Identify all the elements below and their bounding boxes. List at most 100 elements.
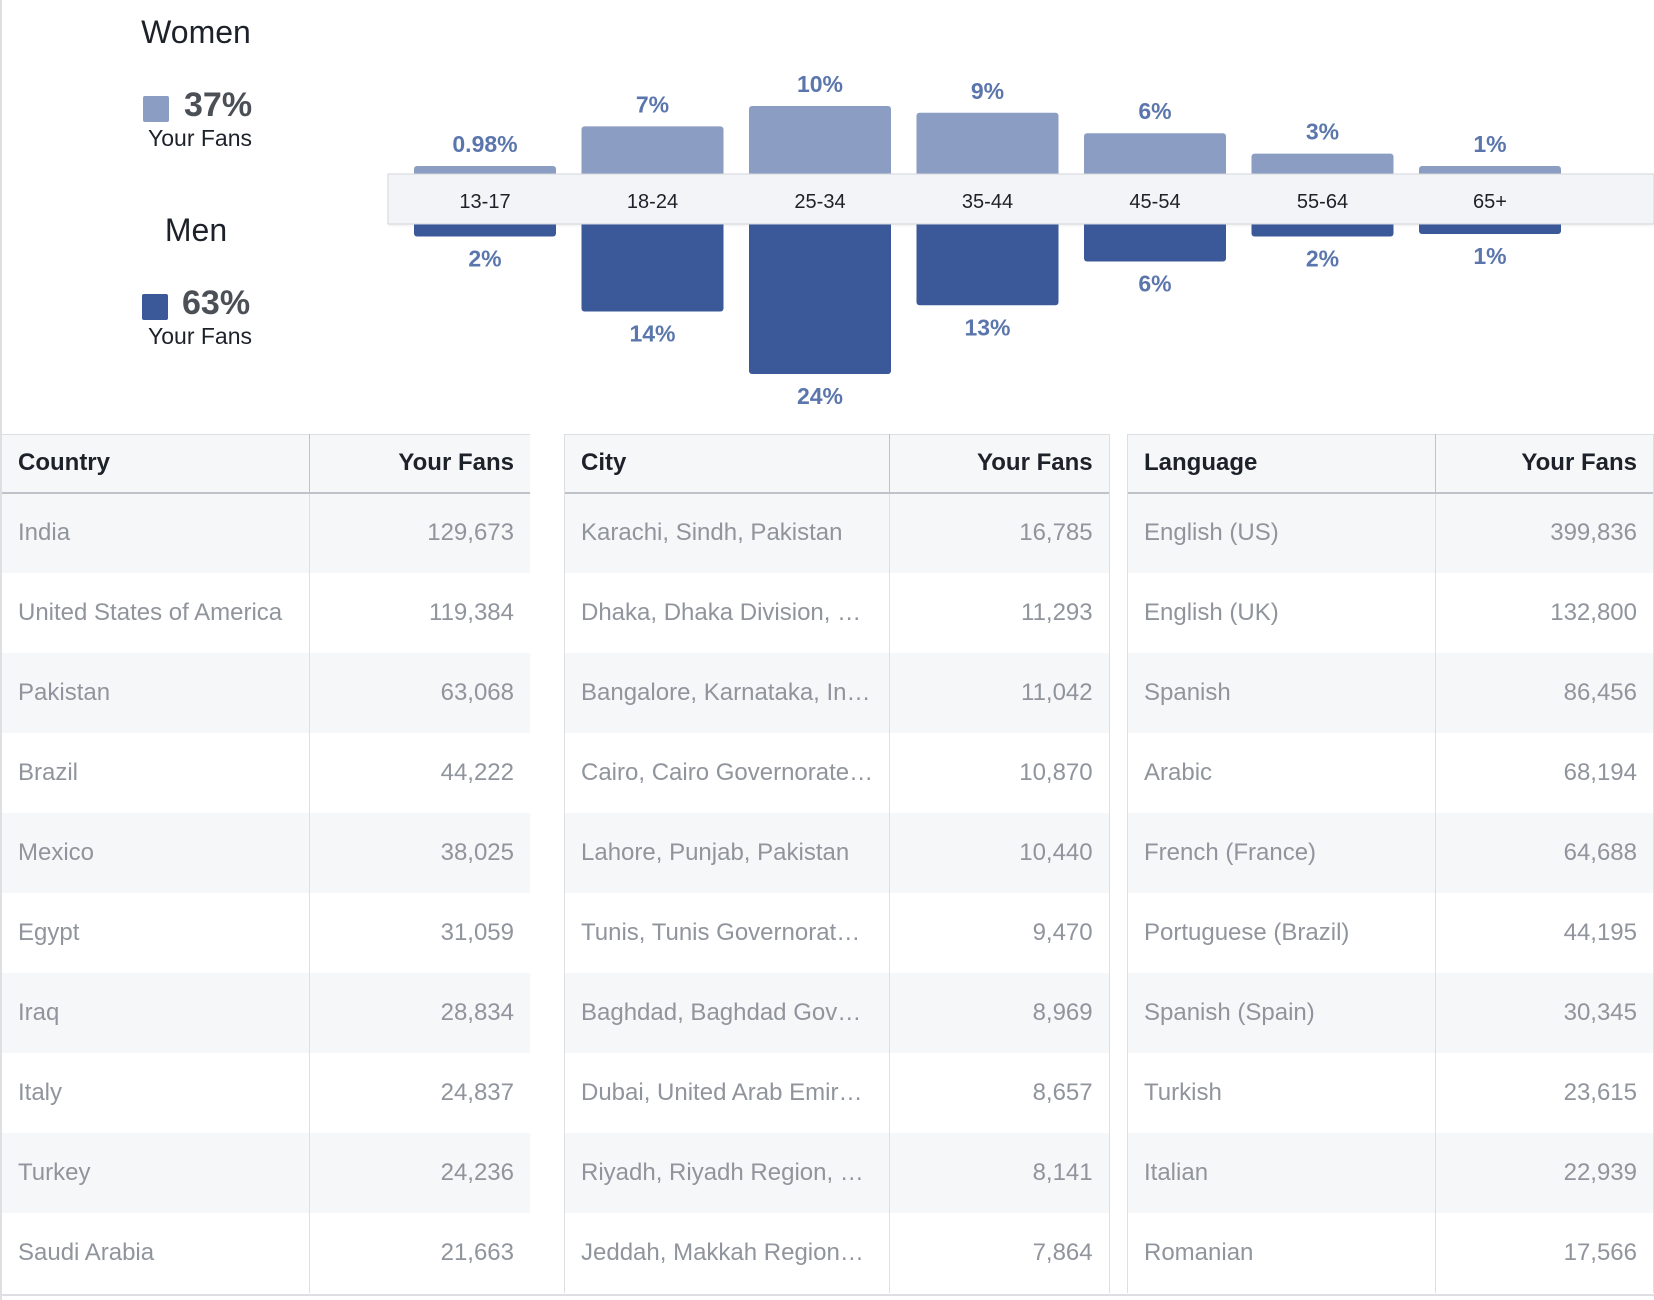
country-name-cell: Egypt: [2, 892, 310, 973]
language-fans-cell: 132,800: [1435, 572, 1653, 653]
country-fans-cell: 24,837: [309, 1052, 530, 1133]
country-name-cell: Pakistan: [2, 652, 310, 733]
legend-men-sub: Your Fans: [148, 323, 252, 349]
age-tick-label: 25-34: [794, 191, 845, 213]
men-bar-label: 6%: [1138, 271, 1171, 297]
country-fans-cell: 31,059: [309, 892, 530, 973]
city-fans-cell: 11,293: [889, 572, 1109, 653]
country-name-cell: Mexico: [2, 812, 310, 893]
table-row: Tunis, Tunis Governorat… 9,470: [565, 892, 1109, 973]
city-fans-cell: 7,864: [889, 1212, 1109, 1293]
city-fans-cell: 9,470: [889, 892, 1109, 973]
age-tick-label: 65+: [1473, 191, 1507, 213]
city-table-wrap: City Your Fans Karachi, Sindh, Pakistan 1…: [564, 434, 1110, 1293]
city-name-cell: Bangalore, Karnataka, In…: [565, 652, 891, 733]
women-bar-18-24[interactable]: [581, 126, 724, 178]
city-name-cell: Cairo, Cairo Governorate…: [565, 732, 891, 813]
country-fans-cell: 28,834: [309, 972, 530, 1053]
women-bar-55-64[interactable]: [1251, 153, 1394, 178]
city-fans-cell: 8,969: [889, 972, 1109, 1053]
country-fans-header[interactable]: Your Fans: [309, 434, 530, 494]
women-bar-35-44[interactable]: [916, 112, 1059, 178]
city-name-cell: Lahore, Punjab, Pakistan: [565, 812, 891, 893]
women-bar-25-34[interactable]: [749, 106, 891, 178]
table-row: Riyadh, Riyadh Region, … 8,141: [565, 1132, 1109, 1213]
city-name-cell: Tunis, Tunis Governorat…: [565, 892, 891, 973]
legend-women-sub: Your Fans: [148, 125, 252, 151]
country-fans-cell: 44,222: [309, 732, 530, 813]
men-bar-label: 2%: [1306, 246, 1339, 272]
country-name-cell: United States of America: [2, 572, 310, 653]
country-fans-cell: 21,663: [309, 1212, 530, 1293]
language-name-cell: Portuguese (Brazil): [1128, 892, 1436, 973]
age-gender-chart: 0.98% 2% 7% 14% 10% 24% 9% 13% 6% 6% 3% 2% 1% 1% 13-17…: [387, 71, 1654, 409]
language-name-cell: English (US): [1128, 492, 1436, 573]
city-name-cell: Jeddah, Makkah Region…: [565, 1212, 891, 1293]
table-row: Bangalore, Karnataka, In… 11,042: [565, 652, 1109, 733]
age-tick-label: 13-17: [459, 191, 510, 213]
women-bar-label: 7%: [636, 91, 669, 117]
legend-men-pct: 63%: [182, 284, 251, 322]
language-name-cell: Italian: [1128, 1132, 1436, 1213]
table-row: Dhaka, Dhaka Division, … 11,293: [565, 572, 1109, 653]
country-fans-cell: 119,384: [309, 572, 530, 653]
age-tick-label: 45-54: [1129, 191, 1180, 213]
language-fans-cell: 23,615: [1435, 1052, 1653, 1133]
city-fans-header[interactable]: Your Fans: [889, 434, 1109, 494]
legend-women-title: Women: [141, 14, 251, 50]
language-name-cell: Spanish (Spain): [1128, 972, 1436, 1053]
city-fans-cell: 8,141: [889, 1132, 1109, 1213]
language-table: Language Your Fans English (US) 399,836 En…: [1128, 434, 1653, 1293]
legend-women-pct: 37%: [184, 86, 253, 124]
country-name-cell: India: [2, 492, 310, 573]
table-row: Dubai, United Arab Emir… 8,657: [565, 1052, 1109, 1133]
table-row: Pakistan 63,068: [2, 652, 530, 733]
men-bar-45-54[interactable]: [1084, 220, 1226, 262]
men-bar-label: 24%: [797, 383, 843, 409]
language-name-cell: French (France): [1128, 812, 1436, 893]
language-header[interactable]: Language: [1128, 434, 1436, 494]
legend-men-title: Men: [164, 212, 228, 248]
country-header[interactable]: Country: [2, 434, 310, 494]
city-fans-cell: 10,440: [889, 812, 1109, 893]
country-fans-cell: 24,236: [309, 1132, 530, 1213]
city-fans-cell: 11,042: [889, 652, 1109, 733]
language-name-cell: Arabic: [1128, 732, 1436, 813]
table-row: Italy 24,837: [2, 1052, 530, 1133]
men-bar-25-34[interactable]: [749, 220, 891, 374]
city-fans-cell: 10,870: [889, 732, 1109, 813]
table-row: Arabic 68,194: [1128, 732, 1653, 813]
men-bar-35-44[interactable]: [916, 220, 1059, 306]
city-name-cell: Dhaka, Dhaka Division, …: [565, 572, 891, 653]
language-fans-cell: 30,345: [1435, 972, 1653, 1053]
country-fans-cell: 63,068: [309, 652, 530, 733]
age-axis: [387, 173, 1654, 225]
country-table: Country Your Fans India 129,673 United Sta…: [2, 434, 530, 1293]
table-row: Egypt 31,059: [2, 892, 530, 973]
table-row: Karachi, Sindh, Pakistan 16,785: [565, 492, 1109, 573]
table-row: Iraq 28,834: [2, 972, 530, 1053]
language-fans-cell: 64,688: [1435, 812, 1653, 893]
legend-men-swatch: [142, 294, 168, 320]
men-bar-18-24[interactable]: [581, 220, 724, 312]
city-name-cell: Riyadh, Riyadh Region, …: [565, 1132, 891, 1213]
men-bar-label: 14%: [629, 321, 675, 347]
language-fans-cell: 44,195: [1435, 892, 1653, 973]
city-table: City Your Fans Karachi, Sindh, Pakistan 1…: [565, 434, 1109, 1293]
women-bar-45-54[interactable]: [1084, 133, 1226, 178]
table-row: Saudi Arabia 21,663: [2, 1212, 530, 1293]
women-bar-label: 6%: [1138, 98, 1171, 124]
language-fans-header[interactable]: Your Fans: [1435, 434, 1653, 494]
women-bar-label: 0.98%: [452, 131, 517, 157]
country-fans-cell: 38,025: [309, 812, 530, 893]
men-bar-label: 2%: [468, 246, 501, 272]
table-row: United States of America 119,384: [2, 572, 530, 653]
bottom-border: [0, 1294, 1654, 1296]
city-fans-cell: 16,785: [889, 492, 1109, 573]
city-name-cell: Dubai, United Arab Emir…: [565, 1052, 891, 1133]
language-fans-cell: 17,566: [1435, 1212, 1653, 1293]
table-row: French (France) 64,688: [1128, 812, 1653, 893]
table-row: Spanish (Spain) 30,345: [1128, 972, 1653, 1053]
city-header[interactable]: City: [565, 434, 891, 494]
men-bar-label: 1%: [1473, 243, 1506, 269]
